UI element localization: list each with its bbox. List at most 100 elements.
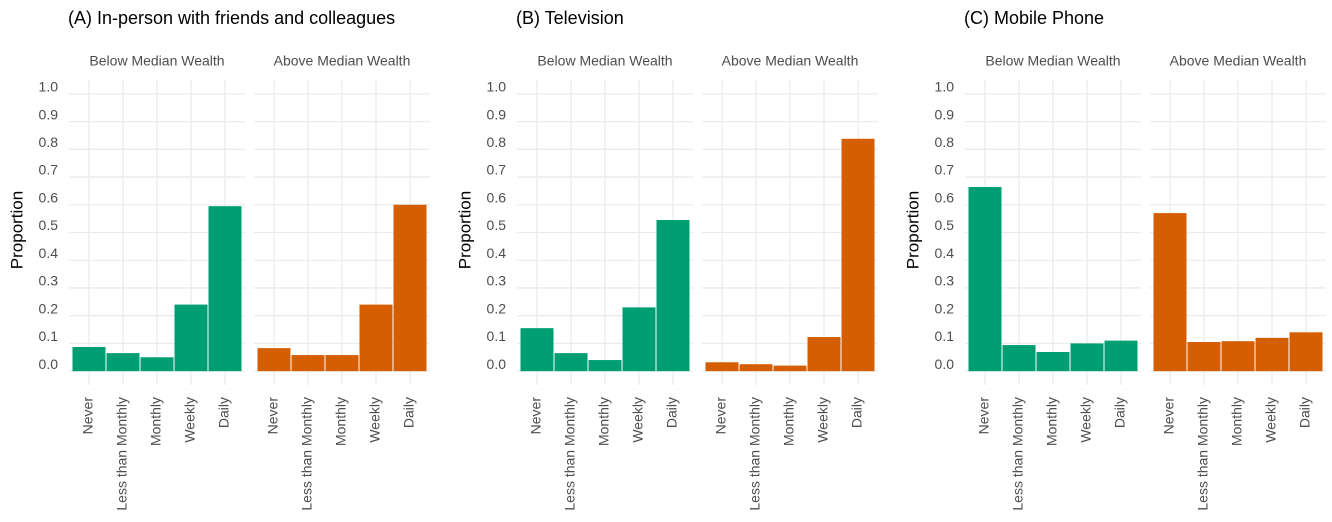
- bar: [739, 364, 773, 372]
- bar: [72, 347, 106, 372]
- x-tick-label: Never: [976, 397, 992, 435]
- x-tick-label: Daily: [849, 397, 865, 428]
- x-tick-label: Never: [80, 397, 96, 435]
- y-tick-label: 1.0: [39, 79, 59, 95]
- panel-title: (C) Mobile Phone: [964, 8, 1104, 28]
- x-tick-label: Less than Monthly: [299, 397, 315, 511]
- y-tick-label: 0.1: [487, 328, 507, 344]
- x-tick-label: Monthly: [781, 397, 797, 446]
- x-tick-label: Daily: [1297, 397, 1313, 428]
- y-tick-label: 0.8: [39, 134, 59, 150]
- y-tick-label: 0.7: [935, 162, 955, 178]
- y-tick-label: 0.4: [39, 245, 59, 261]
- y-tick-label: 0.7: [487, 162, 507, 178]
- y-tick-label: 0.2: [487, 300, 507, 316]
- x-tick-label: Never: [528, 397, 544, 435]
- panel-title: (A) In-person with friends and colleague…: [68, 8, 395, 28]
- y-tick-label: 0.3: [935, 273, 955, 289]
- bar: [174, 304, 208, 372]
- y-tick-label: 0.7: [39, 162, 59, 178]
- bar: [1221, 341, 1255, 372]
- bar: [1104, 340, 1138, 372]
- x-tick-label: Less than Monthly: [1010, 397, 1026, 511]
- x-tick-label: Less than Monthly: [562, 397, 578, 511]
- bar: [1002, 345, 1036, 372]
- x-tick-label: Daily: [216, 397, 232, 428]
- x-tick-label: Weekly: [1078, 397, 1094, 443]
- bar: [140, 357, 174, 372]
- facet-label: Above Median Wealth: [722, 53, 859, 69]
- y-tick-label: 0.0: [487, 356, 507, 372]
- y-tick-label: 0.1: [935, 328, 955, 344]
- y-tick-label: 0.0: [935, 356, 955, 372]
- x-tick-label: Less than Monthly: [747, 397, 763, 511]
- facet-label: Above Median Wealth: [274, 53, 411, 69]
- bar: [656, 220, 690, 372]
- x-tick-label: Weekly: [815, 397, 831, 443]
- x-tick-label: Daily: [401, 397, 417, 428]
- y-tick-label: 0.9: [935, 106, 955, 122]
- x-tick-label: Monthly: [333, 397, 349, 446]
- bar: [520, 328, 554, 372]
- bar: [588, 360, 622, 372]
- x-tick-label: Less than Monthly: [114, 397, 130, 511]
- y-tick-label: 0.3: [39, 273, 59, 289]
- y-axis-label: Proportion: [7, 191, 26, 269]
- y-tick-label: 0.3: [487, 273, 507, 289]
- facet-label: Below Median Wealth: [985, 53, 1120, 69]
- facet-label: Below Median Wealth: [89, 53, 224, 69]
- y-tick-label: 0.9: [487, 106, 507, 122]
- bar: [291, 355, 325, 372]
- x-tick-label: Weekly: [1263, 397, 1279, 443]
- x-tick-label: Never: [265, 397, 281, 435]
- y-tick-label: 0.2: [39, 300, 59, 316]
- bar: [807, 337, 841, 372]
- bar: [1036, 352, 1070, 372]
- facet-label: Below Median Wealth: [537, 53, 672, 69]
- y-axis-label: Proportion: [903, 191, 922, 269]
- y-tick-label: 0.5: [487, 217, 507, 233]
- bar: [1070, 343, 1104, 372]
- y-tick-label: 0.6: [487, 189, 507, 205]
- y-tick-label: 0.2: [935, 300, 955, 316]
- x-tick-label: Weekly: [367, 397, 383, 443]
- y-tick-label: 0.0: [39, 356, 59, 372]
- y-tick-label: 0.6: [935, 189, 955, 205]
- bar: [705, 362, 739, 372]
- x-tick-label: Less than Monthly: [1195, 397, 1211, 511]
- x-tick-label: Never: [713, 397, 729, 435]
- panel-title: (B) Television: [516, 8, 624, 28]
- bar: [257, 348, 291, 372]
- y-axis-label: Proportion: [455, 191, 474, 269]
- y-tick-label: 0.4: [935, 245, 955, 261]
- y-tick-label: 0.8: [935, 134, 955, 150]
- x-tick-label: Monthly: [1044, 397, 1060, 446]
- y-tick-label: 1.0: [487, 79, 507, 95]
- x-tick-label: Daily: [664, 397, 680, 428]
- bar: [1289, 332, 1323, 372]
- bar: [325, 355, 359, 372]
- y-tick-label: 0.5: [935, 217, 955, 233]
- y-tick-label: 0.1: [39, 328, 59, 344]
- y-tick-label: 0.8: [487, 134, 507, 150]
- y-tick-label: 0.9: [39, 106, 59, 122]
- bar: [359, 304, 393, 372]
- x-tick-label: Monthly: [148, 397, 164, 446]
- x-tick-label: Daily: [1112, 397, 1128, 428]
- bar: [1187, 342, 1221, 372]
- x-tick-label: Weekly: [182, 397, 198, 443]
- bar: [841, 138, 875, 372]
- bar: [622, 307, 656, 372]
- y-tick-label: 0.6: [39, 189, 59, 205]
- bar: [773, 365, 807, 372]
- bar: [106, 353, 140, 372]
- x-tick-label: Never: [1161, 397, 1177, 435]
- bar: [1153, 213, 1187, 372]
- x-tick-label: Monthly: [596, 397, 612, 446]
- bar: [968, 187, 1002, 372]
- facet-label: Above Median Wealth: [1170, 53, 1307, 69]
- y-tick-label: 0.4: [487, 245, 507, 261]
- x-tick-label: Monthly: [1229, 397, 1245, 446]
- bar: [393, 204, 427, 372]
